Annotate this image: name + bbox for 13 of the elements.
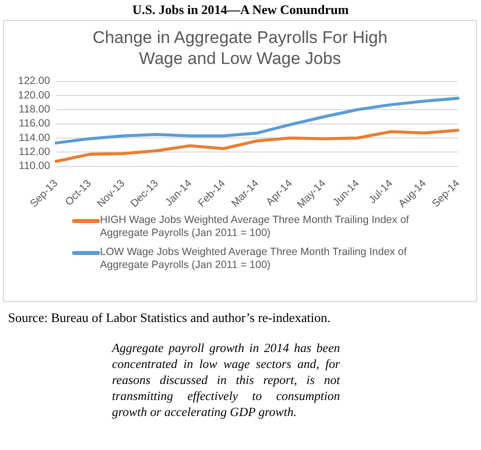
legend-label: HIGH Wage Jobs Weighted Average Three Month Trailing Index of Aggregate Payrolls (Jan 2011 = 100) — [100, 214, 410, 240]
source-note: Source: Bureau of Labor Statistics and author’s re-indexation. — [8, 310, 332, 326]
legend-label: LOW Wage Jobs Weighted Average Three Month Trailing Index of Aggregate Payrolls (Jan 2011 = 100) — [100, 246, 408, 272]
y-tick-label: 120.00 — [18, 89, 50, 102]
y-tick-label: 110.00 — [18, 160, 50, 172]
y-tick-label: 112.00 — [18, 146, 50, 158]
y-tick-label: 114.00 — [18, 132, 50, 144]
y-tick-label: 118.00 — [18, 104, 50, 116]
y-tick-label: 116.00 — [18, 118, 50, 130]
chart-title: U.S. Jobs in 2014—A New Conundrum — [131, 1, 350, 18]
y-tick-label: 122.00 — [18, 75, 50, 88]
chart-subtitle: Change in Aggregate Payrolls For High Wage and Low Wage Jobs — [92, 27, 388, 69]
text: Aggregate payroll growth in 2014 has been concentrated in low wage sectors and, for reasons discussed in this report, is not transmitting effectively to consumption growth or accelerating GDP growth. — [112, 340, 340, 420]
